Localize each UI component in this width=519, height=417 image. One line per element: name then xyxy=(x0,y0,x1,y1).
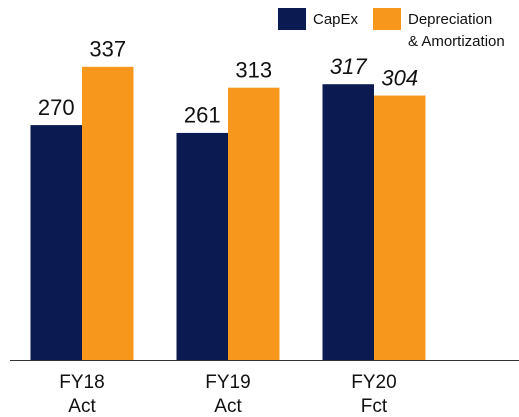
value-label: 337 xyxy=(89,37,126,62)
bar xyxy=(374,95,426,361)
legend-swatch xyxy=(373,8,401,30)
value-label: 317 xyxy=(330,54,367,79)
legend-label: CapEx xyxy=(313,11,359,28)
legend-label: Depreciation & Amortization xyxy=(408,11,505,50)
value-label: 313 xyxy=(235,58,272,83)
legend-swatch xyxy=(278,8,306,30)
bar xyxy=(82,66,134,360)
value-label: 261 xyxy=(184,103,221,128)
value-label: 270 xyxy=(38,95,75,120)
bar xyxy=(228,87,280,360)
value-label: 304 xyxy=(381,65,418,90)
bar xyxy=(30,125,82,360)
bar xyxy=(176,132,228,360)
x-tick-label: FY20 Fct xyxy=(351,372,396,417)
x-tick-label: FY19 Act xyxy=(205,372,250,417)
x-tick-label: FY18 Act xyxy=(59,372,104,417)
bar xyxy=(322,84,374,361)
